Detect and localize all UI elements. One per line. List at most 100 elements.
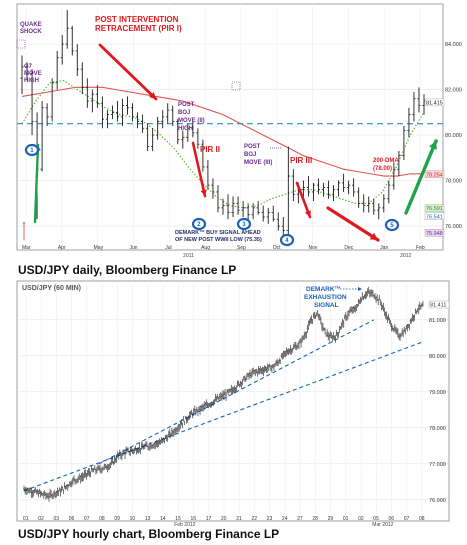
daily-ohlc-bar: [191, 121, 195, 138]
hourly-ohlc-bar: [124, 451, 126, 460]
daily-price-tag-label: 81.415: [426, 100, 443, 106]
hourly-ohlc-bar: [310, 315, 312, 324]
hourly-ohlc-bar: [146, 441, 148, 448]
hourly-ohlc-bar: [404, 328, 406, 335]
hourly-ohlc-bar: [419, 301, 421, 311]
hourly-ohlc-bar: [301, 335, 303, 343]
hourly-ohlc-bar: [23, 485, 25, 491]
daily-price-tag-label: 75.948: [426, 231, 443, 237]
hourly-ohlc-bar: [365, 291, 368, 299]
hourly-ohlc-bar: [400, 333, 402, 338]
hourly-x-tick-label: 02: [358, 516, 364, 522]
hourly-ohlc-bar: [237, 380, 239, 386]
daily-ohlc-bar: [25, 62, 29, 81]
hourly-ohlc-bar: [200, 405, 202, 411]
hourly-ohlc-bar: [349, 307, 351, 314]
hourly-ohlc-bar: [109, 462, 111, 469]
daily-x-tick-label: Mar: [22, 245, 31, 251]
hourly-ohlc-bar: [176, 426, 178, 432]
hourly-ohlc-bar: [63, 482, 65, 489]
hourly-ohlc-bar: [387, 313, 389, 321]
hourly-ohlc-bar: [197, 408, 199, 417]
daily-ohlc-bar: [221, 198, 225, 215]
hourly-ohlc-bar: [125, 446, 127, 455]
hourly-x-tick-label: 01: [343, 516, 349, 522]
hourly-ohlc-bar: [246, 373, 248, 381]
hourly-ohlc-bar: [35, 489, 37, 495]
hourly-ohlc-bar: [238, 383, 240, 388]
hourly-ohlc-bar: [245, 377, 247, 383]
pir-i-arrow: [98, 43, 158, 101]
daily-ohlc-bar: [166, 103, 170, 124]
hourly-ohlc-bar: [104, 463, 106, 469]
hourly-ohlc-bar: [76, 478, 78, 484]
hourly-ohlc-bar: [242, 376, 245, 381]
hourly-ohlc-bar: [162, 437, 164, 443]
hourly-ohlc-bar: [95, 468, 97, 475]
hourly-ohlc-bar: [305, 331, 307, 339]
daily-ohlc-bar: [326, 180, 331, 199]
hourly-ohlc-bar: [137, 448, 139, 454]
daily-ohlc-bar: [276, 212, 280, 231]
hourly-ohlc-bar: [41, 492, 44, 497]
hourly-ohlc-bar: [25, 486, 27, 495]
hourly-ohlc-bar: [141, 442, 144, 449]
hourly-x-tick-label: 16: [191, 516, 197, 522]
daily-ohlc-bar: [161, 110, 165, 129]
hourly-ohlc-bar: [389, 320, 391, 327]
hourly-ohlc-bar: [263, 365, 265, 373]
hourly-ohlc-bar: [276, 358, 278, 367]
numbered-marker: 2: [191, 217, 207, 231]
numbered-marker-ring: [236, 217, 252, 231]
hourly-ohlc-bar: [55, 490, 57, 498]
hourly-ohlc-bar: [379, 299, 381, 306]
hourly-ohlc-bar: [313, 311, 315, 319]
hourly-ohlc-bar: [186, 417, 188, 423]
hourly-ohlc-bar: [292, 344, 295, 350]
hourly-ohlc-bar: [98, 465, 100, 471]
hourly-ohlc-bar: [121, 452, 123, 461]
hourly-ohlc-bar: [280, 353, 282, 359]
hourly-ohlc-bar: [241, 378, 244, 386]
hourly-ohlc-bar: [416, 308, 419, 313]
hourly-ohlc-bar: [160, 437, 162, 444]
hourly-ohlc-bar: [90, 465, 93, 472]
annotation-g7-move-high: G7 MOVE HIGH: [24, 64, 42, 84]
hourly-ohlc-bar: [274, 363, 276, 368]
hourly-ohlc-bar: [312, 312, 314, 319]
hourly-x-tick-label: 06: [69, 516, 75, 522]
hourly-ohlc-bar: [326, 328, 328, 337]
hourly-ohlc-bar: [126, 447, 128, 453]
daily-x-tick-label: Aug: [201, 245, 210, 251]
quake-marker-box: [16, 39, 26, 49]
daily-ohlc-bar: [261, 205, 265, 222]
hourly-ohlc-bar: [332, 332, 334, 340]
daily-ohlc-bar: [60, 35, 64, 65]
hourly-ohlc-bar: [164, 435, 166, 440]
hourly-ohlc-bar: [408, 323, 410, 331]
daily-ohlc-bar: [301, 180, 305, 199]
hourly-ohlc-bar: [307, 320, 309, 330]
hourly-ohlc-bar: [362, 296, 364, 300]
hourly-ohlc-bar: [262, 367, 264, 377]
hourly-ohlc-bar: [235, 385, 237, 392]
hourly-ohlc-bar: [309, 317, 311, 324]
hourly-ohlc-bar: [53, 489, 55, 498]
hourly-ohlc-bar: [31, 489, 33, 498]
hourly-x-tick-label: 17: [206, 516, 212, 522]
hourly-ohlc-bar: [72, 477, 74, 485]
demark-pointer-head: [358, 287, 362, 291]
hourly-ohlc-bar: [252, 367, 254, 375]
hourly-ohlc-bar: [101, 466, 103, 473]
hourly-ohlc-bar: [70, 481, 72, 488]
hourly-ohlc-bar: [299, 338, 301, 344]
hourly-ohlc-bar: [84, 469, 86, 478]
hourly-ohlc-bar: [97, 464, 99, 471]
hourly-ohlc-bar: [266, 363, 269, 373]
hourly-ohlc-bar: [219, 393, 221, 400]
hourly-ohlc-bar: [286, 348, 288, 355]
hourly-ohlc-bar: [284, 350, 286, 358]
hourly-ohlc-bar: [32, 490, 34, 497]
hourly-ohlc-bar: [372, 290, 374, 297]
hourly-price-tag: 81.411: [428, 300, 450, 309]
